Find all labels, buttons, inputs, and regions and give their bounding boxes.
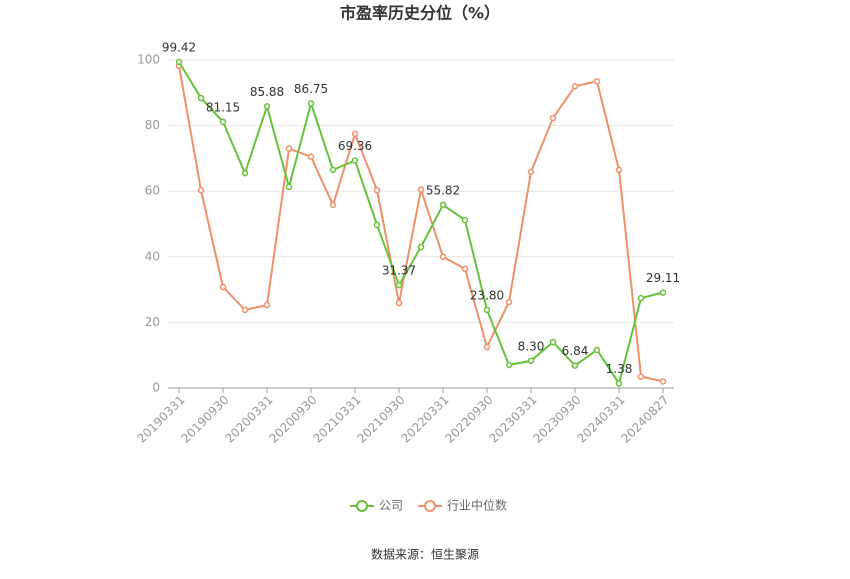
point <box>197 94 205 102</box>
data-label: 99.42 <box>162 40 196 54</box>
point <box>417 243 425 251</box>
point <box>527 168 535 176</box>
point <box>241 169 249 177</box>
point <box>197 186 205 194</box>
y-tick-label: 60 <box>145 184 160 198</box>
data-label: 31.37 <box>382 264 416 278</box>
data-label: 85.88 <box>250 85 284 99</box>
point <box>373 221 381 229</box>
y-tick-label: 20 <box>145 315 160 329</box>
point <box>329 201 337 209</box>
point <box>659 289 667 296</box>
chart-title: 市盈率历史分位（%） <box>340 4 500 23</box>
point <box>593 78 601 85</box>
point <box>241 306 249 314</box>
x-tick-label: 20240827 <box>619 393 672 446</box>
data-label: 6.84 <box>562 344 589 358</box>
point <box>461 265 469 273</box>
legend-marker <box>424 500 436 512</box>
y-tick-label: 40 <box>145 249 160 263</box>
point <box>263 301 271 309</box>
point <box>285 145 293 152</box>
point <box>439 253 447 261</box>
point <box>175 58 183 66</box>
point <box>571 362 579 369</box>
y-tick-label: 100 <box>137 53 160 67</box>
point <box>461 216 469 224</box>
point <box>615 380 623 387</box>
point <box>351 130 359 138</box>
point <box>307 100 315 107</box>
data-label: 23.80 <box>470 288 504 302</box>
data-label: 86.75 <box>294 82 328 96</box>
point <box>571 82 579 90</box>
data-label: 81.15 <box>206 100 240 114</box>
legend-label: 行业中位数 <box>447 498 507 513</box>
point <box>439 201 447 209</box>
legend-marker <box>356 500 368 512</box>
source: 数据来源：恒生聚源 <box>371 547 479 562</box>
point <box>615 166 623 174</box>
point <box>659 378 667 385</box>
legend-label: 公司 <box>379 499 403 513</box>
y-tick-label: 80 <box>145 118 160 132</box>
point <box>483 343 491 351</box>
point <box>351 157 359 164</box>
point <box>549 338 557 346</box>
point <box>593 346 601 354</box>
data-label: 8.30 <box>518 339 545 353</box>
data-label: 29.11 <box>646 271 680 285</box>
point <box>527 357 535 365</box>
point <box>219 118 227 126</box>
point <box>505 298 513 306</box>
data-label: 55.82 <box>426 183 460 197</box>
point <box>263 103 271 110</box>
point <box>549 114 557 122</box>
point <box>373 186 381 194</box>
point <box>483 306 491 314</box>
point <box>417 186 425 193</box>
point <box>637 294 645 302</box>
data-label: 69.36 <box>338 139 372 153</box>
series-line <box>178 65 664 383</box>
point <box>505 361 513 369</box>
point <box>285 183 293 191</box>
point <box>637 373 645 380</box>
data-label: 1.38 <box>606 362 633 376</box>
y-tick-label: 0 <box>152 381 160 395</box>
point <box>395 299 403 307</box>
point <box>329 166 337 174</box>
point <box>219 283 227 291</box>
point <box>307 153 315 161</box>
point <box>395 281 403 289</box>
series-line <box>178 61 664 386</box>
